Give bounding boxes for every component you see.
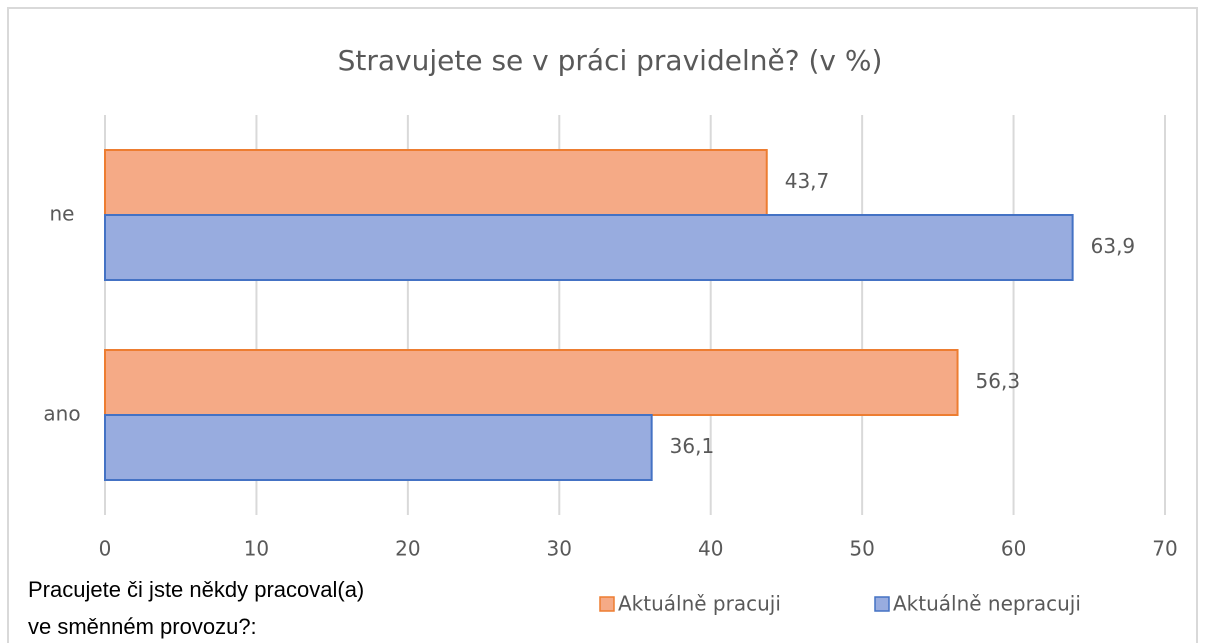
y-tick-label: ano [43,402,80,426]
y-tick-label: ne [50,202,75,226]
legend-label: Aktuálně nepracuji [893,592,1081,616]
annotation: ve směnném provozu?: [28,614,257,639]
bar [104,414,653,481]
value-label: 56,3 [976,369,1021,393]
x-tick-label: 50 [849,537,874,561]
value-label: 43,7 [785,169,830,193]
value-label: 36,1 [670,434,715,458]
bar [104,349,959,416]
annotation: Pracujete či jste někdy pracoval(a) [28,577,364,602]
legend-swatch [874,596,890,612]
x-tick-label: 10 [244,537,269,561]
x-tick-label: 30 [547,537,572,561]
x-tick-label: 20 [395,537,420,561]
value-label: 63,9 [1091,234,1136,258]
chart-frame [7,7,1198,643]
x-tick-label: 40 [698,537,723,561]
bar [104,214,1074,281]
x-tick-label: 70 [1152,537,1177,561]
legend-label: Aktuálně pracuji [618,592,781,616]
x-tick-label: 60 [1001,537,1026,561]
x-tick-label: 0 [99,537,112,561]
chart-title: Stravujete se v práci pravidelně? (v %) [338,44,883,77]
legend-swatch [599,596,615,612]
bar [104,149,768,216]
